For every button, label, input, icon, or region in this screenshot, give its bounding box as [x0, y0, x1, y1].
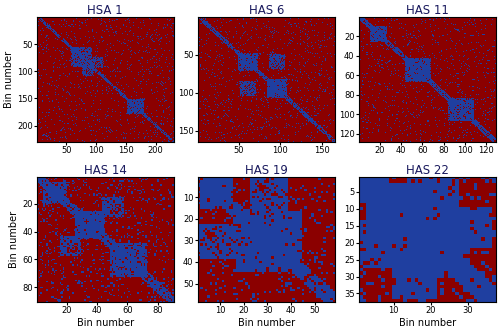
X-axis label: Bin number: Bin number — [76, 318, 134, 328]
Title: HAS 6: HAS 6 — [248, 4, 284, 17]
Title: HSA 1: HSA 1 — [88, 4, 123, 17]
Title: HAS 19: HAS 19 — [245, 164, 288, 177]
X-axis label: Bin number: Bin number — [398, 318, 456, 328]
Title: HAS 22: HAS 22 — [406, 164, 448, 177]
Title: HAS 14: HAS 14 — [84, 164, 126, 177]
Y-axis label: Bin number: Bin number — [4, 51, 14, 108]
Y-axis label: Bin number: Bin number — [10, 211, 20, 268]
Title: HAS 11: HAS 11 — [406, 4, 448, 17]
X-axis label: Bin number: Bin number — [238, 318, 295, 328]
